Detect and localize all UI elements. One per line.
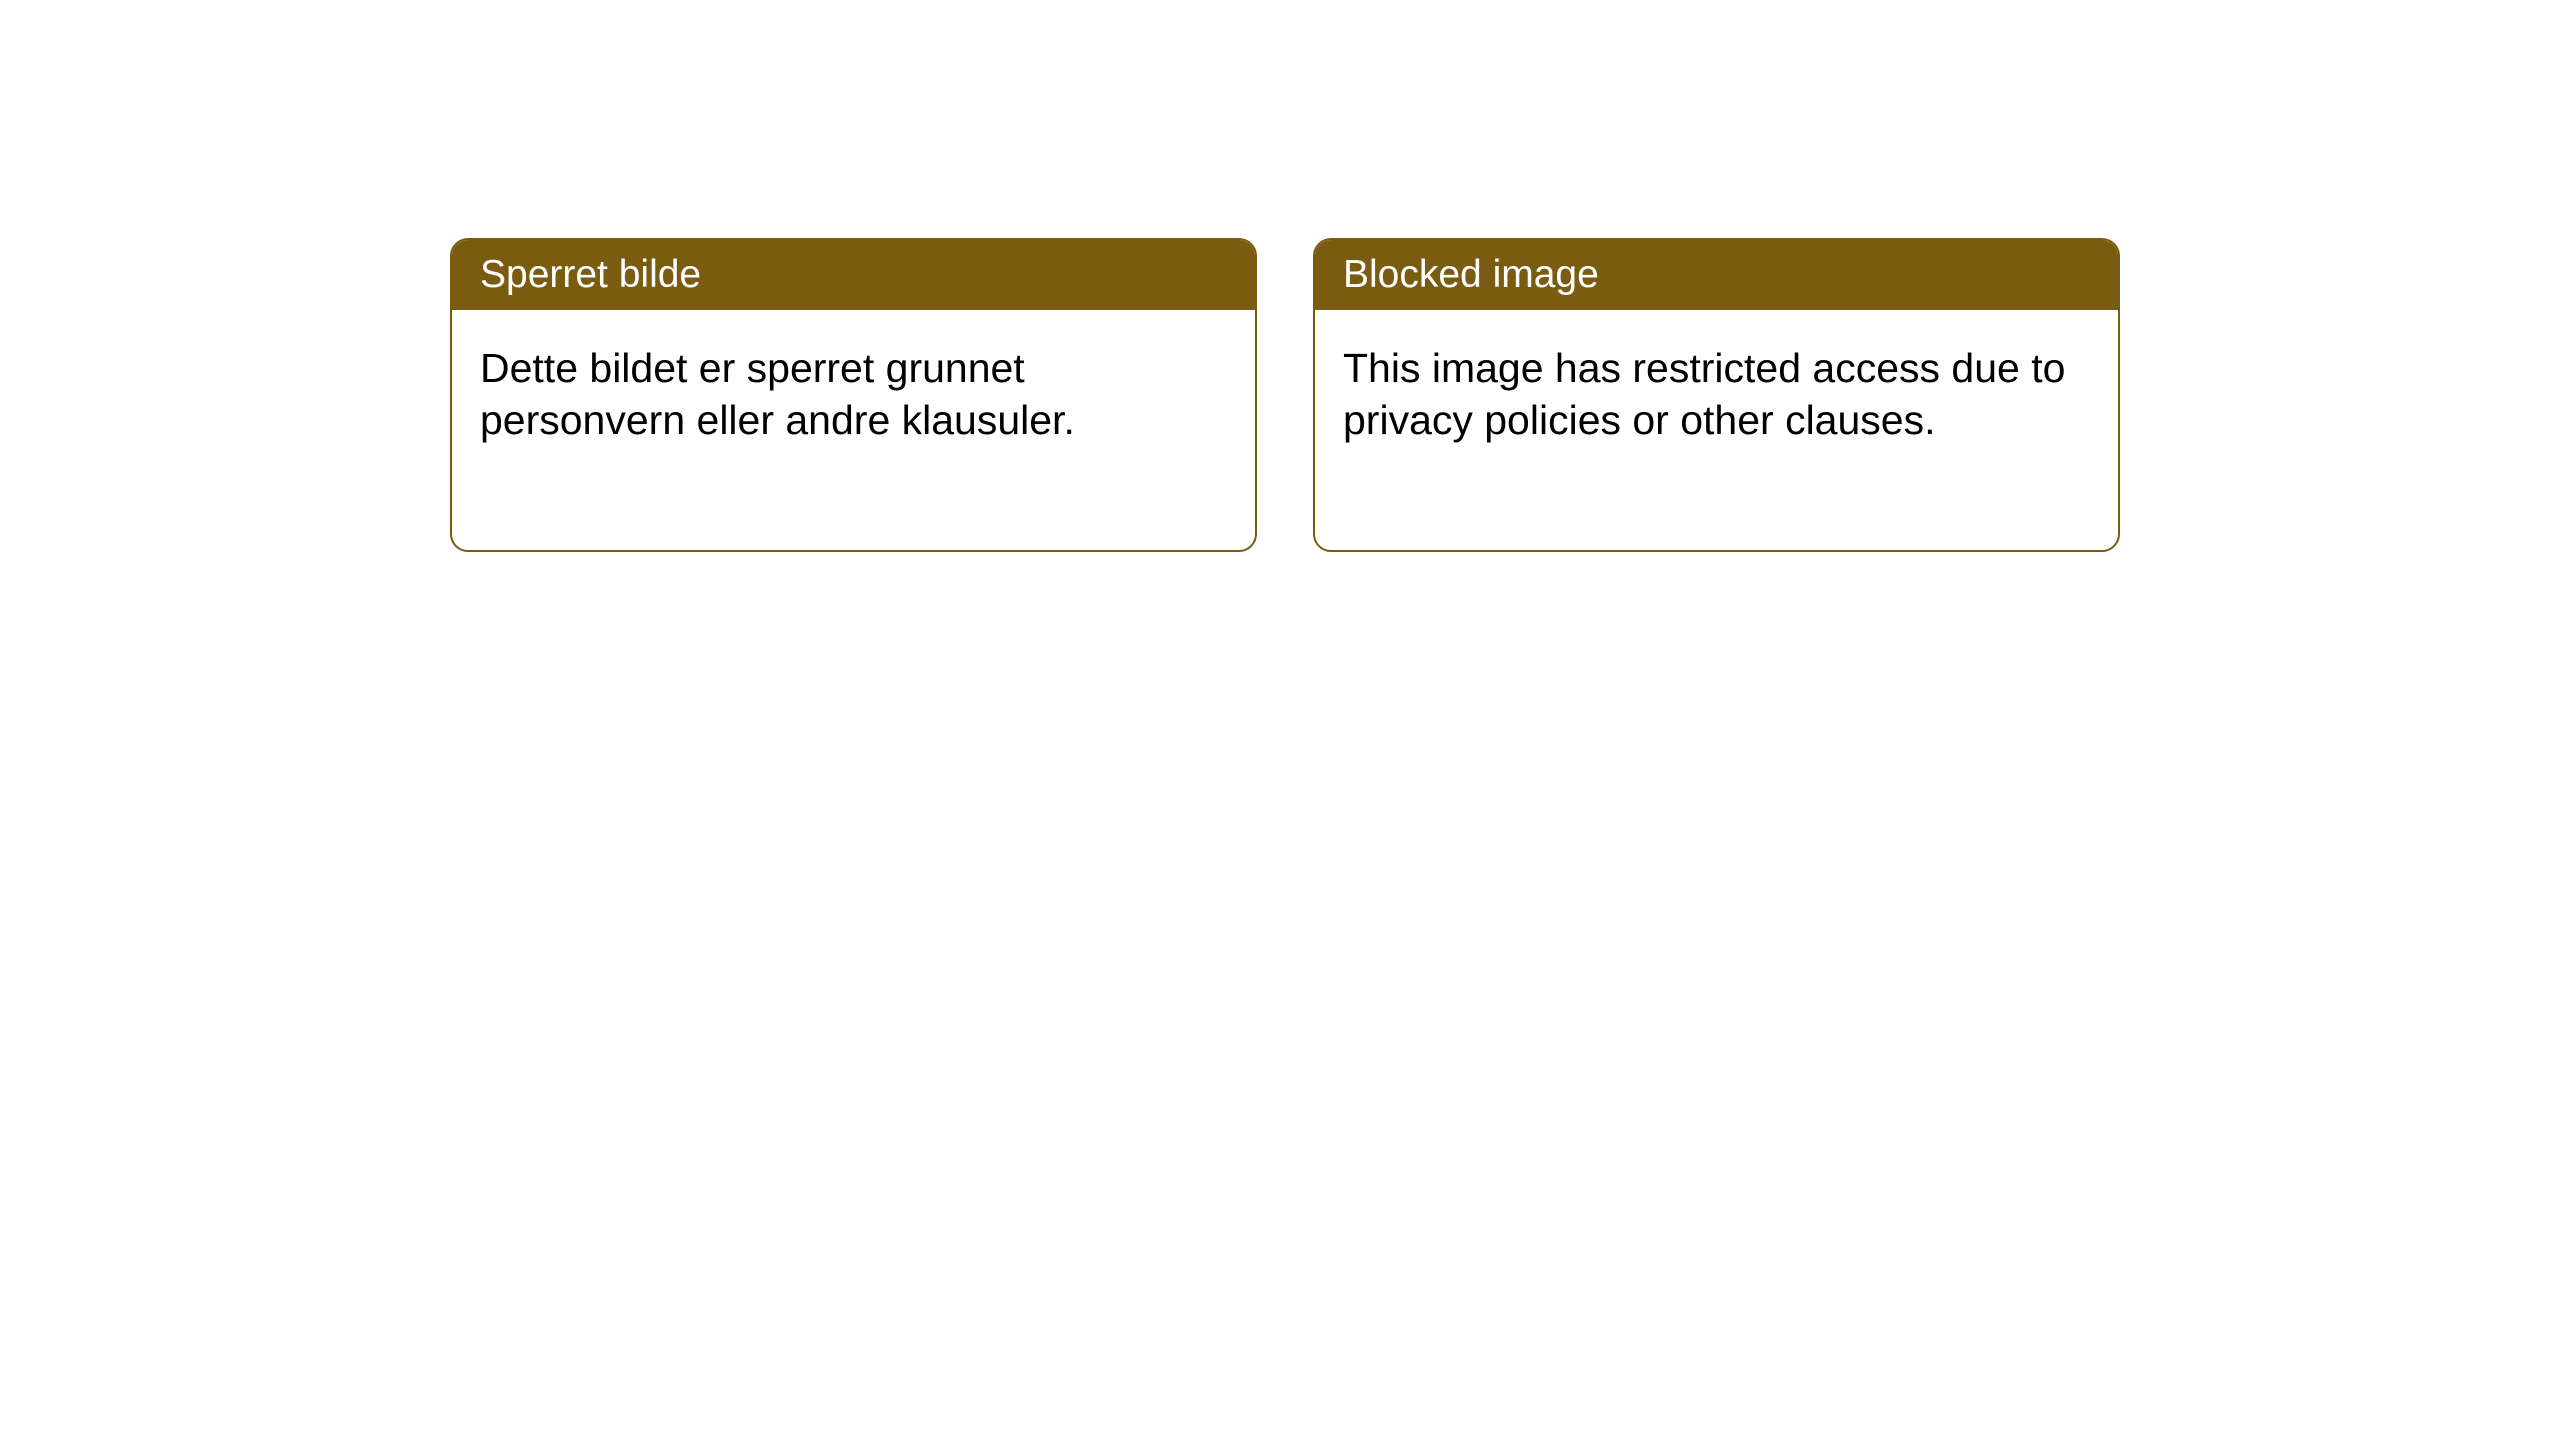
notice-box-norwegian: Sperret bilde Dette bildet er sperret gr…	[450, 238, 1257, 552]
notice-body-norwegian: Dette bildet er sperret grunnet personve…	[452, 310, 1255, 550]
notice-container: Sperret bilde Dette bildet er sperret gr…	[450, 238, 2120, 552]
notice-title-norwegian: Sperret bilde	[452, 240, 1255, 310]
notice-title-english: Blocked image	[1315, 240, 2118, 310]
notice-body-english: This image has restricted access due to …	[1315, 310, 2118, 550]
notice-box-english: Blocked image This image has restricted …	[1313, 238, 2120, 552]
